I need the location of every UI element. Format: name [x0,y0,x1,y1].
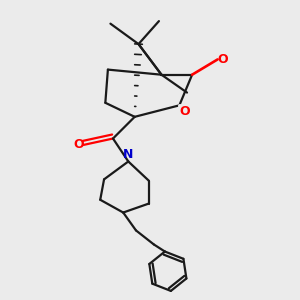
Text: O: O [218,53,228,66]
Text: O: O [179,105,190,118]
Text: O: O [73,138,84,152]
Text: N: N [123,148,134,161]
